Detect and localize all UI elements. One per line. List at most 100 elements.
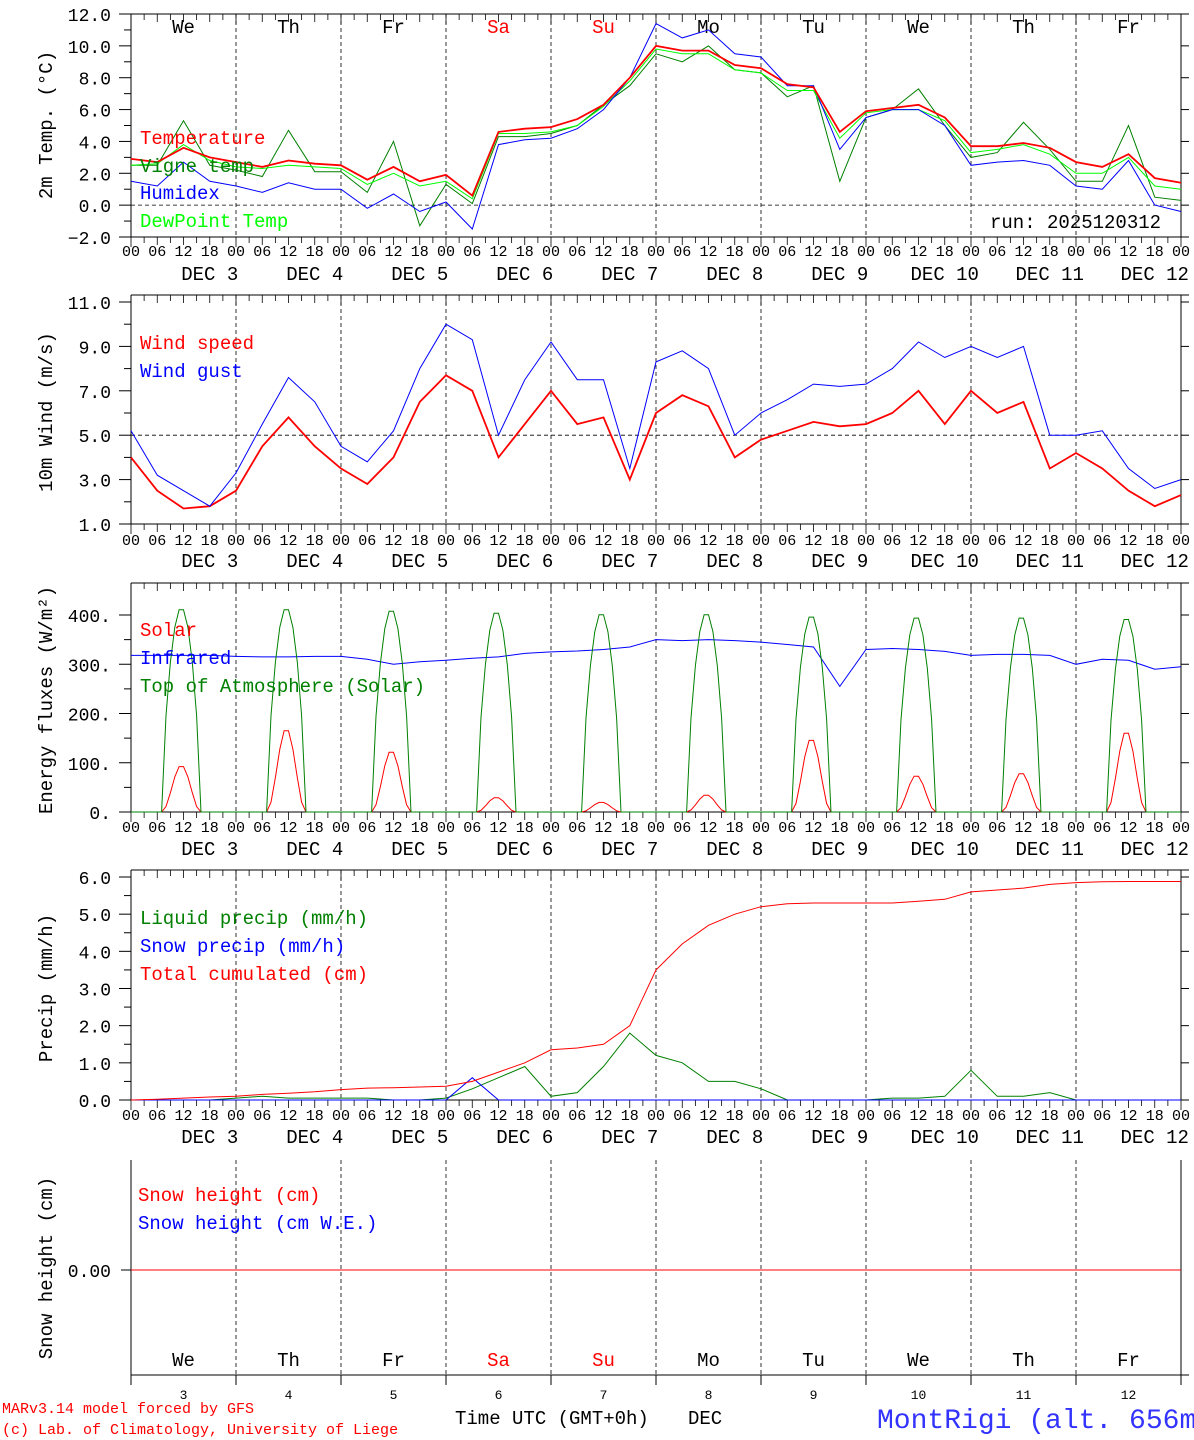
x-axis-title: Time UTC (GMT+0h) — [455, 1408, 649, 1430]
x-hour-label: 06 — [568, 820, 586, 837]
y-tick-label: −2.0 — [68, 230, 111, 250]
legend-entry: Wind gust — [140, 361, 243, 383]
x-hour-label: 06 — [673, 820, 691, 837]
y-axis-title: 2m Temp. (°C) — [36, 51, 58, 199]
y-axis-title: Energy fluxes (W/m²) — [36, 586, 58, 814]
y-tick-label: 4.0 — [79, 134, 111, 154]
x-hour-label: 06 — [463, 244, 481, 261]
y-tick-label: 9.0 — [79, 339, 111, 359]
x-hour-label: 12 — [174, 533, 192, 550]
legend-entry: Snow precip (mm/h) — [140, 936, 345, 958]
day-name-label: Su — [592, 1350, 615, 1372]
y-tick-label: 5.0 — [79, 428, 111, 448]
x-hour-label: 00 — [962, 244, 980, 261]
x-day-label: DEC 8 — [706, 264, 763, 286]
day-number-label: 3 — [180, 1388, 188, 1403]
x-hour-label: 00 — [1172, 244, 1190, 261]
x-day-label: DEC 3 — [181, 1127, 238, 1149]
x-hour-label: 18 — [411, 244, 429, 261]
series-line-top-of-atmosphere-solar- — [131, 609, 1181, 813]
x-hour-label: 06 — [883, 820, 901, 837]
day-number-label: 4 — [285, 1388, 293, 1403]
x-hour-label: 18 — [201, 820, 219, 837]
x-hour-label: 18 — [726, 1108, 744, 1125]
series-line-infrared — [131, 639, 1182, 688]
x-hour-label: 00 — [227, 244, 245, 261]
x-hour-label: 12 — [1014, 1108, 1032, 1125]
x-hour-label: 06 — [1093, 533, 1111, 550]
x-hour-label: 00 — [437, 533, 455, 550]
x-day-label: DEC 6 — [496, 551, 553, 573]
day-name-label: Sa — [487, 1350, 510, 1372]
x-day-label: DEC 11 — [1016, 264, 1084, 286]
series-line-liquid-precip-mm-h- — [131, 1032, 1181, 1101]
x-day-label: DEC 5 — [391, 551, 448, 573]
x-hour-label: 06 — [1093, 820, 1111, 837]
x-hour-label: 06 — [988, 820, 1006, 837]
legend-entry: Vigne temp — [140, 156, 254, 178]
x-hour-label: 06 — [778, 1108, 796, 1125]
day-name-label: Fr — [382, 1350, 405, 1372]
footer-credit: (c) Lab. of Climatology, University of L… — [2, 1422, 398, 1439]
x-hour-label: 06 — [358, 820, 376, 837]
x-hour-label: 12 — [804, 244, 822, 261]
x-hour-label: 12 — [279, 244, 297, 261]
x-hour-label: 06 — [883, 1108, 901, 1125]
footer-model: MARv3.14 model forced by GFS — [2, 1401, 254, 1418]
x-day-label: DEC 3 — [181, 839, 238, 861]
legend-entry: Humidex — [140, 183, 220, 205]
y-tick-label: 2.0 — [79, 166, 111, 186]
x-hour-label: 06 — [148, 1108, 166, 1125]
x-hour-label: 12 — [594, 820, 612, 837]
x-hour-label: 06 — [253, 820, 271, 837]
plot-layer: 00 06 12 18 00 06 12 18 00 06 12 18 00 06 12 18 00 06 12 18… — [36, 7, 1190, 1403]
day-name-label: Mo — [697, 17, 720, 39]
x-hour-label: 18 — [516, 244, 534, 261]
day-number-label: 10 — [911, 1388, 927, 1403]
x-hour-label: 18 — [726, 820, 744, 837]
x-hour-label: 00 — [752, 244, 770, 261]
x-hour-label: 00 — [857, 244, 875, 261]
x-hour-label: 12 — [594, 1108, 612, 1125]
x-day-label: DEC 6 — [496, 1127, 553, 1149]
x-hour-label: 18 — [306, 1108, 324, 1125]
y-tick-label: 5.0 — [79, 907, 111, 927]
y-tick-label: 200. — [68, 707, 111, 727]
x-day-label: DEC 4 — [286, 264, 343, 286]
x-hour-label: 12 — [804, 820, 822, 837]
x-hour-label: 12 — [804, 1108, 822, 1125]
x-hour-label: 00 — [122, 244, 140, 261]
x-hour-label: 12 — [699, 244, 717, 261]
day-name-label: Tu — [802, 17, 825, 39]
day-number-label: 11 — [1016, 1388, 1032, 1403]
x-hour-label: 18 — [1041, 1108, 1059, 1125]
x-hour-label: 12 — [909, 1108, 927, 1125]
x-day-label: DEC 7 — [601, 264, 658, 286]
day-name-label: We — [172, 17, 195, 39]
x-hour-label: 00 — [122, 533, 140, 550]
series-line-solar — [131, 730, 1181, 813]
x-hour-label: 12 — [279, 1108, 297, 1125]
x-hour-label: 00 — [962, 1108, 980, 1125]
x-hour-label: 18 — [411, 820, 429, 837]
run-annotation: run: 2025120312 — [990, 212, 1161, 234]
day-name-label: We — [907, 17, 930, 39]
x-hour-label: 18 — [1041, 820, 1059, 837]
x-hour-label: 12 — [1014, 533, 1032, 550]
x-hour-label: 12 — [1119, 820, 1137, 837]
x-hour-label: 12 — [174, 1108, 192, 1125]
x-hour-label: 00 — [1172, 820, 1190, 837]
x-day-label: DEC 5 — [391, 1127, 448, 1149]
x-day-label: DEC 12 — [1121, 839, 1189, 861]
legend-entry: Snow height (cm W.E.) — [138, 1213, 377, 1235]
day-number-label: 7 — [600, 1388, 608, 1403]
x-hour-label: 06 — [358, 533, 376, 550]
x-hour-label: 06 — [253, 1108, 271, 1125]
series-line-vigne-temp — [131, 45, 1182, 227]
day-name-label: Th — [1012, 1350, 1035, 1372]
y-tick-label: 0.0 — [79, 1093, 111, 1113]
y-tick-label: 1.0 — [79, 1056, 111, 1076]
day-name-label: Fr — [382, 17, 405, 39]
x-hour-label: 00 — [542, 1108, 560, 1125]
